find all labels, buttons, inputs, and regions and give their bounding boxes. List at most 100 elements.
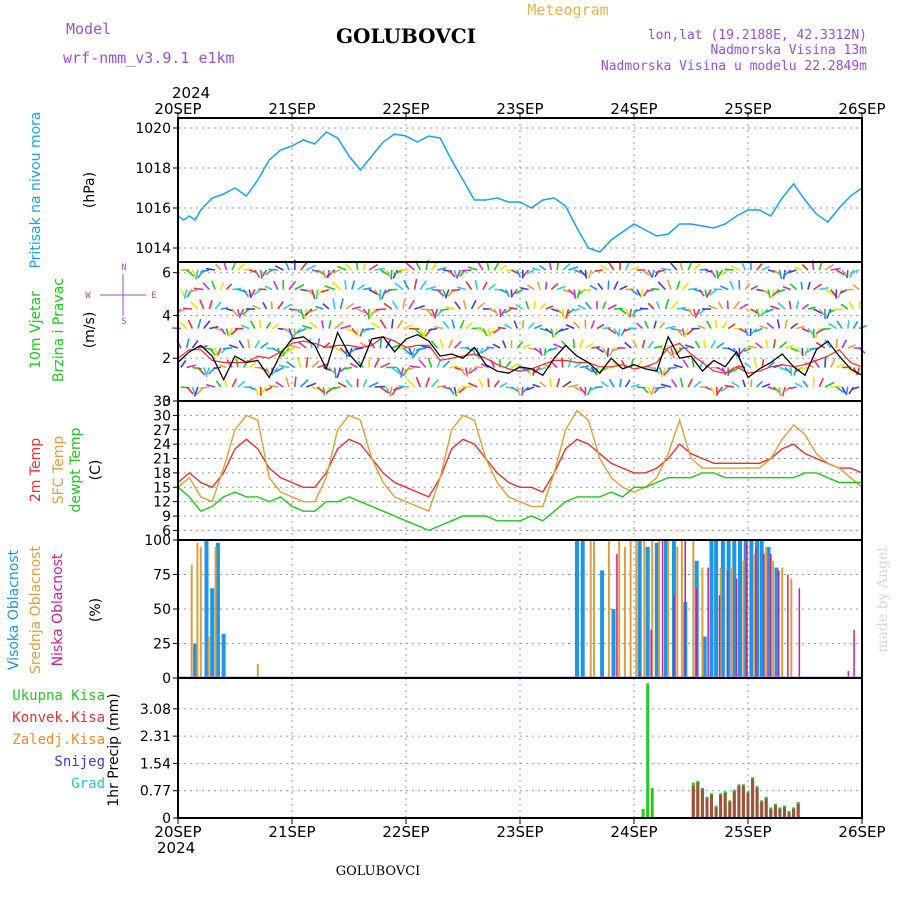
wind-arrow [670, 300, 679, 310]
wind-arrow [525, 300, 530, 310]
wind-arrow [568, 266, 579, 271]
y-tick-label: 3.08 [140, 702, 171, 718]
wind-arrow [698, 308, 706, 315]
wind-arrow [617, 328, 621, 337]
wind-arrow [460, 346, 470, 349]
wind-arrow [744, 283, 751, 290]
wind-arrow [408, 299, 415, 310]
wind-arrow [391, 343, 401, 349]
wind-arrow [478, 378, 484, 388]
wind-arrow [548, 347, 558, 352]
wind-arrow [273, 280, 279, 290]
conv-precip-bar [728, 802, 732, 818]
wind-arrow [651, 269, 655, 279]
wind-arrow [639, 307, 649, 310]
wind-arrow [297, 341, 307, 349]
wind-arrow [315, 305, 324, 310]
high-cloud-bar [766, 546, 771, 678]
wind-arrow [753, 359, 758, 368]
wind-arrow [225, 328, 230, 336]
wind-arrow [704, 386, 713, 392]
wind-arrow [285, 360, 296, 369]
y-tick-label: 30 [153, 408, 171, 424]
wind-arrow [698, 360, 705, 368]
wind-arrow [290, 344, 301, 349]
wind-arrow [739, 303, 749, 310]
wind-arrow [481, 347, 490, 354]
wind-arrow [802, 380, 809, 388]
wind-arrow [316, 338, 321, 349]
wind-arrow [693, 380, 702, 388]
wind-arrow [778, 269, 783, 280]
low-cloud-bar [847, 671, 850, 678]
wind-arrow [533, 300, 536, 310]
wind-arrow [493, 262, 500, 271]
wind-arrow [188, 288, 199, 293]
wind-arrow [345, 327, 355, 334]
wind-arrow [345, 302, 355, 310]
low-cloud-bar [787, 574, 789, 678]
wind-arrow [357, 360, 364, 368]
wind-arrow [374, 385, 386, 388]
total-precip-bar [650, 787, 654, 818]
wind-arrow [364, 327, 375, 331]
station-elevation: Nadmorska Visina 13m [710, 43, 867, 58]
cloud-panel: 0 25 50 75 100 Visoka Oblacnost Srednja Oblacn… [6, 533, 863, 687]
wind-arrow [824, 357, 827, 368]
mid-cloud-bar [765, 546, 768, 678]
wind-arrow [613, 280, 619, 290]
wind-arrow [635, 322, 644, 330]
wind-arrow [433, 308, 439, 318]
wind-arrow [640, 289, 644, 298]
wind-arrow [761, 265, 770, 271]
wind-arrow [396, 319, 403, 329]
wind-arrow [480, 363, 490, 369]
wind-arrow [187, 319, 194, 329]
total-precip-bar [646, 683, 650, 818]
wind-arrow [765, 339, 769, 349]
wind-arrow [602, 347, 608, 355]
wind-arrow [351, 280, 356, 290]
wind-arrow [754, 327, 763, 333]
wind-arrow [710, 386, 716, 396]
wind-arrow [205, 383, 216, 388]
wind-arrow [647, 269, 653, 278]
wind-arrow [499, 288, 508, 294]
wind-arrow [261, 386, 268, 394]
time-label-top: 26SEP [838, 100, 885, 118]
wind-arrow [801, 327, 810, 333]
wind-arrow [199, 299, 205, 310]
wind-arrow [527, 321, 535, 330]
wind-arrow [676, 280, 681, 290]
wind-arrow [846, 269, 849, 279]
wind-arrow [297, 357, 302, 368]
mid-cloud-bar [719, 567, 722, 678]
wind-arrow [345, 379, 353, 388]
low-cloud-bar [616, 553, 618, 678]
wind-arrow [254, 269, 261, 278]
wind-arrow [771, 288, 780, 297]
y-tick-label: 18 [153, 466, 171, 482]
wind-arrow [371, 321, 381, 330]
wind-arrow [311, 360, 320, 369]
panel-border [177, 677, 863, 819]
time-label-bottom: 20SEP [154, 823, 201, 841]
wind-arrow [801, 347, 804, 356]
high-cloud-bar [600, 570, 605, 678]
high-cloud-bar [759, 540, 764, 678]
precip-legend-item: Zaledj.Kisa [12, 732, 105, 748]
y-tick-label: 33 [153, 394, 171, 410]
wind-arrow [183, 289, 188, 299]
wind-arrow [679, 378, 684, 388]
wind-arrow [306, 382, 317, 388]
wind-arrow [790, 367, 793, 376]
wind-arrow [544, 281, 548, 290]
wind-arrow [716, 386, 724, 395]
compass-n: N [121, 263, 126, 273]
high-cloud-bar [637, 540, 642, 678]
wind-arrow [790, 322, 798, 330]
wind-arrow [590, 320, 596, 329]
wind-arrow [259, 269, 263, 279]
wind-arrow [750, 379, 753, 388]
mid-cloud-label: Srednja Oblacnost [28, 546, 44, 674]
